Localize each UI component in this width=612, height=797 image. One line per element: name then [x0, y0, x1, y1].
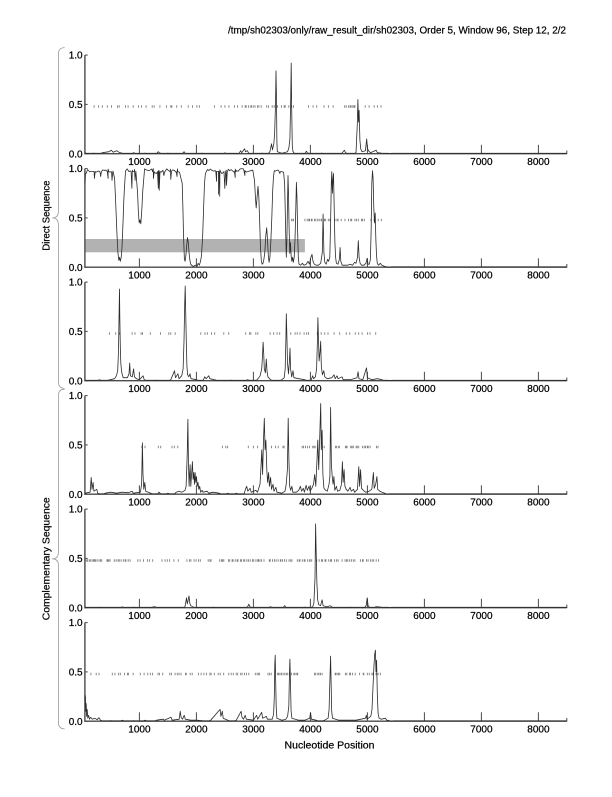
svg-text:4000: 4000 [299, 384, 322, 395]
svg-text:2000: 2000 [185, 384, 208, 395]
svg-text:1.0: 1.0 [69, 618, 83, 629]
svg-text:3000: 3000 [242, 611, 265, 622]
svg-text:3000: 3000 [242, 271, 265, 282]
svg-text:0.0: 0.0 [69, 263, 83, 274]
svg-text:6000: 6000 [413, 498, 436, 509]
svg-text:0.5: 0.5 [69, 327, 83, 338]
svg-text:0.5: 0.5 [69, 100, 83, 111]
svg-text:4000: 4000 [299, 498, 322, 509]
svg-text:3000: 3000 [242, 384, 265, 395]
svg-text:2000: 2000 [185, 725, 208, 736]
svg-text:8000: 8000 [527, 725, 550, 736]
svg-text:0.0: 0.0 [69, 149, 83, 160]
svg-text:6000: 6000 [413, 611, 436, 622]
svg-text:1.0: 1.0 [69, 51, 83, 62]
svg-text:8000: 8000 [527, 384, 550, 395]
svg-text:1.0: 1.0 [69, 505, 83, 516]
svg-text:7000: 7000 [470, 271, 493, 282]
svg-text:1000: 1000 [128, 725, 151, 736]
svg-text:0.5: 0.5 [69, 554, 83, 565]
svg-text:0.5: 0.5 [69, 441, 83, 452]
svg-text:4000: 4000 [299, 271, 322, 282]
svg-text:3000: 3000 [242, 498, 265, 509]
svg-text:1.0: 1.0 [69, 391, 83, 402]
svg-text:5000: 5000 [356, 498, 379, 509]
svg-text:7000: 7000 [470, 498, 493, 509]
svg-text:Direct Sequence: Direct Sequence [42, 180, 53, 250]
svg-text:1000: 1000 [128, 157, 151, 168]
svg-text:4000: 4000 [299, 725, 322, 736]
svg-text:1000: 1000 [128, 498, 151, 509]
svg-text:6000: 6000 [413, 384, 436, 395]
svg-text:5000: 5000 [356, 725, 379, 736]
svg-text:8000: 8000 [527, 271, 550, 282]
svg-text:8000: 8000 [527, 498, 550, 509]
svg-text:0.0: 0.0 [69, 603, 83, 614]
svg-text:2000: 2000 [185, 611, 208, 622]
svg-text:5000: 5000 [356, 157, 379, 168]
svg-text:6000: 6000 [413, 271, 436, 282]
svg-text:7000: 7000 [470, 157, 493, 168]
svg-text:/tmp/sh02303/only/raw_result_d: /tmp/sh02303/only/raw_result_dir/sh02303… [228, 26, 566, 37]
svg-text:Complementary Sequence: Complementary Sequence [42, 497, 53, 620]
svg-text:1.0: 1.0 [69, 278, 83, 289]
svg-text:1000: 1000 [128, 611, 151, 622]
svg-text:1000: 1000 [128, 271, 151, 282]
svg-text:5000: 5000 [356, 384, 379, 395]
svg-text:1.0: 1.0 [69, 164, 83, 175]
svg-text:0.5: 0.5 [69, 214, 83, 225]
svg-text:0.0: 0.0 [69, 717, 83, 728]
svg-text:3000: 3000 [242, 157, 265, 168]
svg-text:4000: 4000 [299, 157, 322, 168]
svg-text:7000: 7000 [470, 725, 493, 736]
svg-text:5000: 5000 [356, 611, 379, 622]
svg-text:2000: 2000 [185, 498, 208, 509]
svg-text:0.0: 0.0 [69, 490, 83, 501]
svg-text:4000: 4000 [299, 611, 322, 622]
svg-text:1000: 1000 [128, 384, 151, 395]
svg-text:Nucleotide Position: Nucleotide Position [285, 741, 375, 752]
svg-text:7000: 7000 [470, 611, 493, 622]
svg-text:6000: 6000 [413, 725, 436, 736]
svg-text:0.5: 0.5 [69, 668, 83, 679]
svg-text:8000: 8000 [527, 611, 550, 622]
svg-text:6000: 6000 [413, 157, 436, 168]
svg-text:2000: 2000 [185, 271, 208, 282]
svg-text:7000: 7000 [470, 384, 493, 395]
svg-text:3000: 3000 [242, 725, 265, 736]
svg-text:5000: 5000 [356, 271, 379, 282]
svg-text:8000: 8000 [527, 157, 550, 168]
svg-text:0.0: 0.0 [69, 376, 83, 387]
svg-text:2000: 2000 [185, 157, 208, 168]
